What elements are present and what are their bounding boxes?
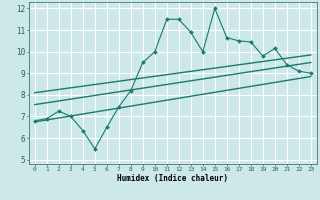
X-axis label: Humidex (Indice chaleur): Humidex (Indice chaleur) <box>117 174 228 183</box>
